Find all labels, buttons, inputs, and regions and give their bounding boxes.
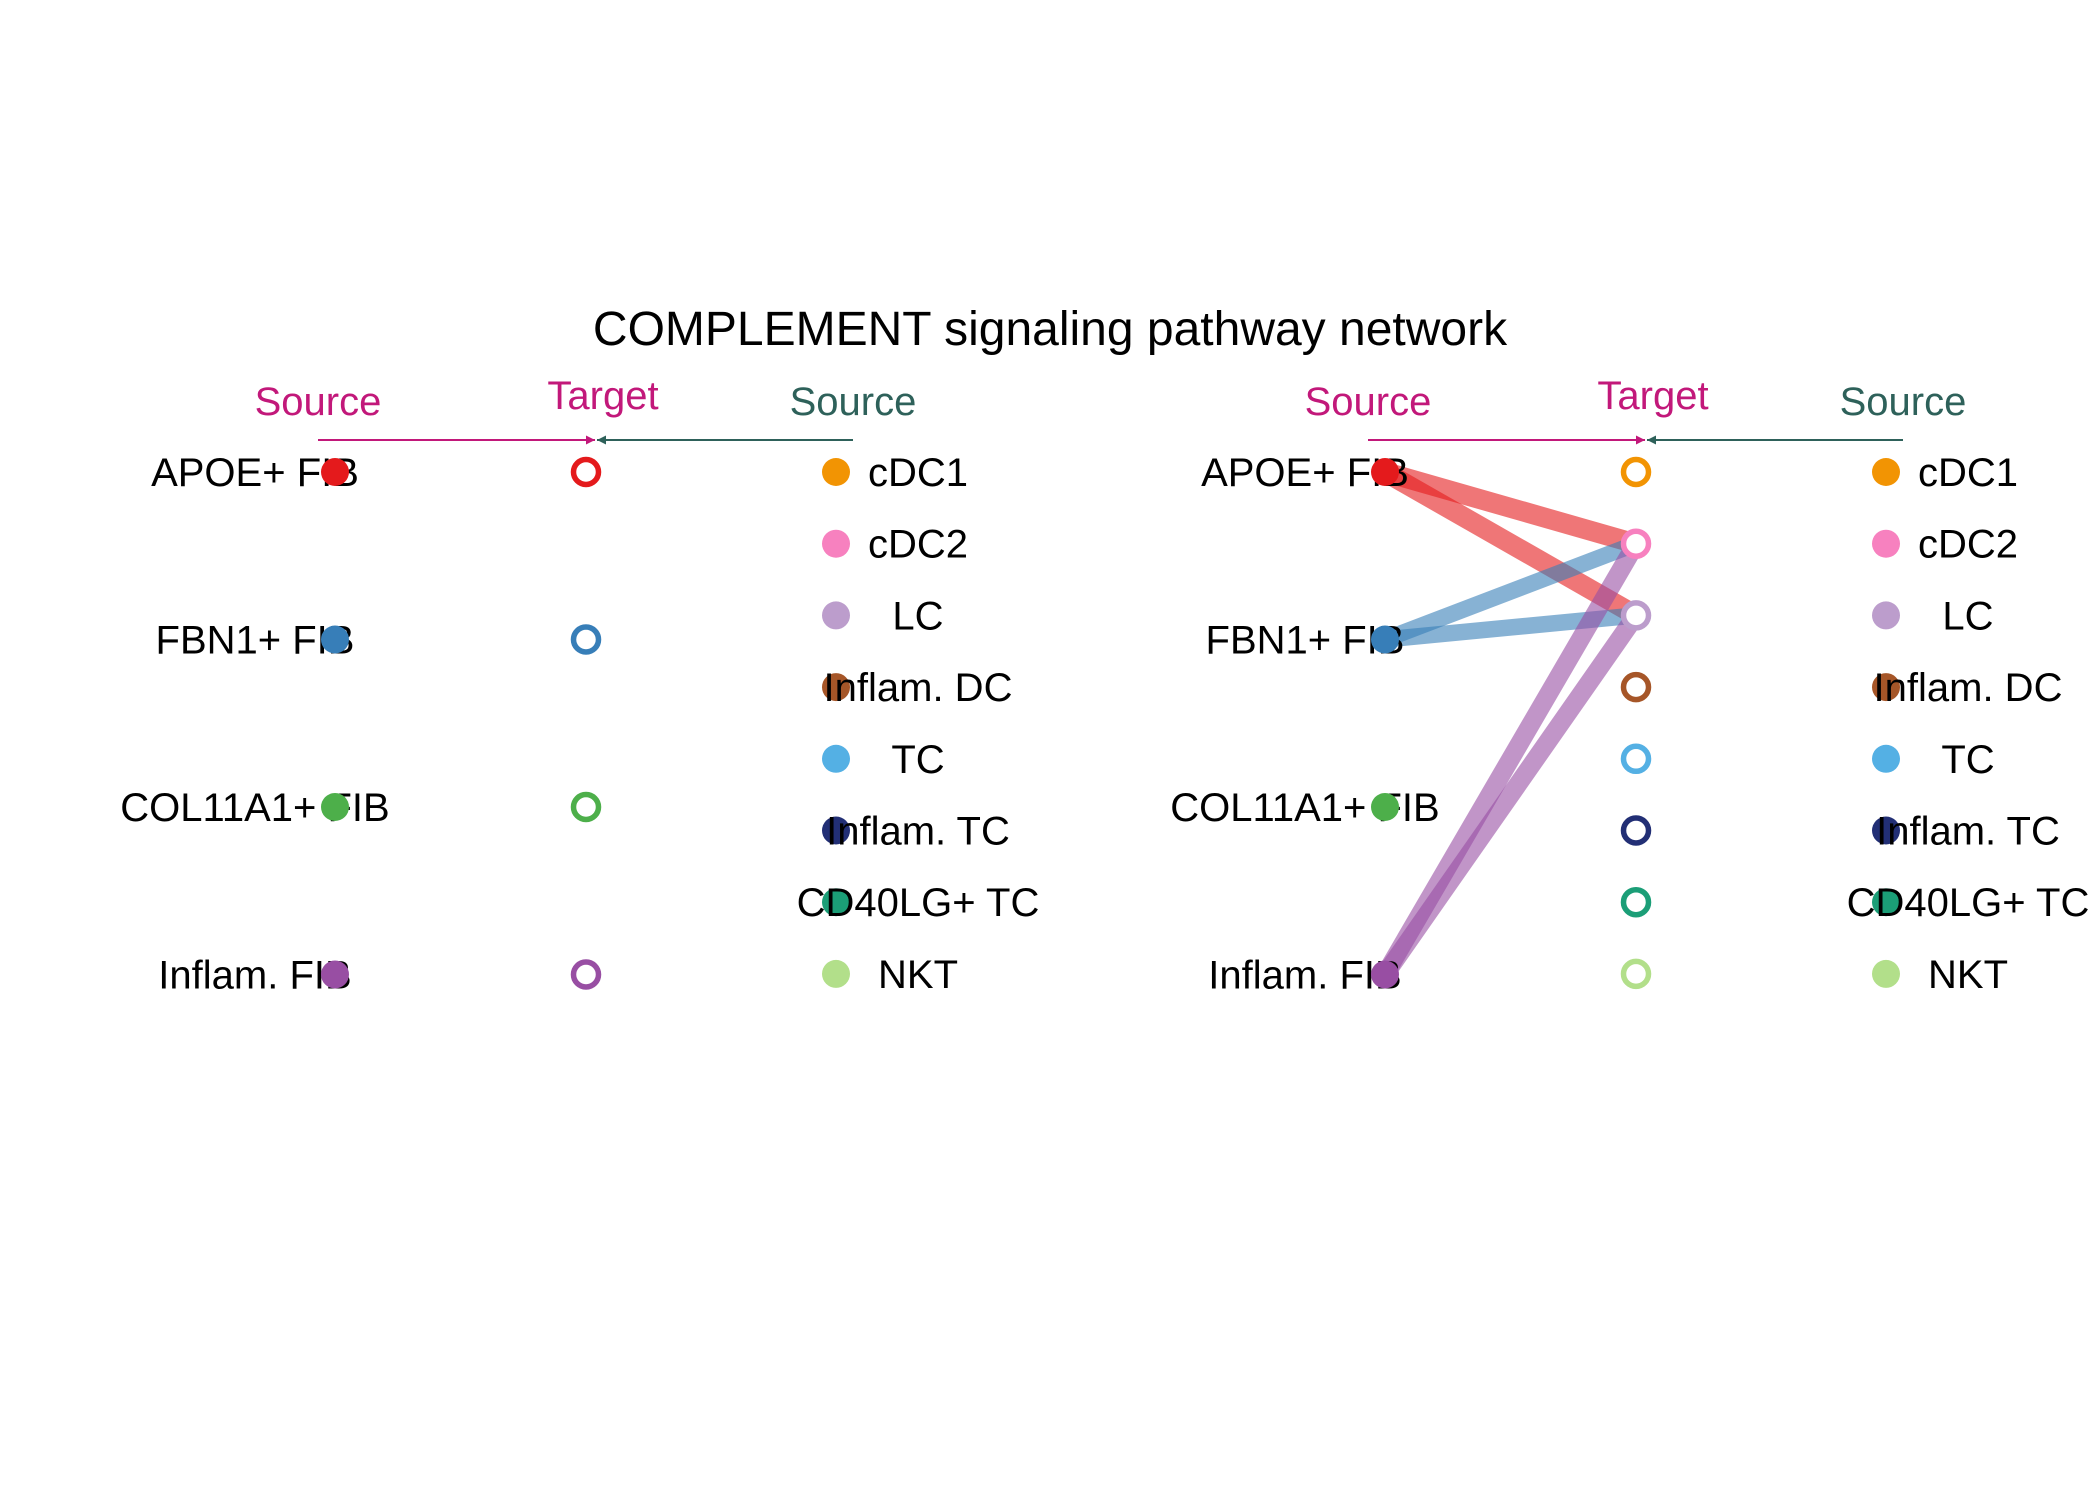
- source-label: Inflam. FIB: [158, 954, 351, 998]
- receiver-node: [822, 529, 850, 558]
- receiver-label: LC: [892, 594, 943, 638]
- figure-title: COMPLEMENT signaling pathway network: [593, 303, 1508, 356]
- receiver-node: [1872, 744, 1900, 773]
- receiver-label: cDC2: [868, 523, 968, 567]
- receiver-label: CD40LG+ TC: [1847, 881, 2090, 925]
- target-node: [1620, 600, 1652, 631]
- receiver-label: cDC1: [868, 451, 968, 495]
- receiver-node: [1872, 888, 1900, 917]
- header-target: Target: [547, 374, 658, 418]
- receiver-node: [822, 959, 850, 988]
- receiver-label: LC: [1942, 594, 1993, 638]
- target-node: [1620, 886, 1652, 918]
- receiver-node: [1872, 959, 1900, 988]
- receiver-label: TC: [891, 738, 944, 782]
- header-source-right: Source: [1840, 380, 1967, 424]
- receiver-label: CD40LG+ TC: [797, 881, 1040, 925]
- receiver-node: [1872, 673, 1900, 702]
- receiver-node: [822, 673, 850, 702]
- target-node: [570, 624, 602, 655]
- receiver-node: [1872, 529, 1900, 558]
- receiver-node: [822, 888, 850, 917]
- receiver-label: NKT: [1928, 953, 2008, 997]
- receiver-node: [822, 458, 850, 486]
- edge-fbn1-fib-to-cdc2: [1382, 535, 1639, 648]
- target-node: [570, 791, 602, 823]
- target-node: [570, 456, 602, 488]
- target-node: [1620, 528, 1652, 559]
- target-node: [1620, 671, 1652, 703]
- receiver-node: [822, 601, 850, 630]
- receiver-node: [822, 744, 850, 773]
- receiver-label: Inflam. TC: [1876, 810, 2060, 854]
- source-node: [1371, 625, 1399, 654]
- source-label: COL11A1+ FIB: [1170, 786, 1439, 830]
- receiver-label: cDC2: [1918, 523, 2018, 567]
- target-node: [1620, 958, 1652, 990]
- receiver-node: [1872, 816, 1900, 845]
- header-source-left: Source: [1305, 380, 1432, 424]
- source-label: COL11A1+ FIB: [120, 786, 389, 830]
- receiver-label: Inflam. DC: [1874, 666, 2063, 710]
- header-source-right: Source: [790, 380, 917, 424]
- edge-apoe-fib-to-cdc2: [1382, 462, 1639, 554]
- source-node: [1371, 458, 1399, 486]
- source-node: [1371, 960, 1399, 989]
- source-node: [321, 458, 349, 486]
- edges: [1376, 462, 1645, 980]
- header-target: Target: [1597, 374, 1708, 418]
- target-node: [1620, 743, 1652, 775]
- receiver-label: NKT: [878, 953, 958, 997]
- target-node: [1620, 456, 1652, 488]
- receiver-node: [1872, 601, 1900, 630]
- source-label: Inflam. FIB: [1208, 954, 1401, 998]
- source-node: [321, 793, 349, 821]
- target-node: [1620, 815, 1652, 846]
- receiver-label: TC: [1941, 738, 1994, 782]
- source-node: [321, 960, 349, 989]
- edge-inflam-fib-to-lc: [1377, 610, 1644, 980]
- header-source-left: Source: [255, 380, 382, 424]
- source-node: [321, 625, 349, 654]
- edge-apoe-fib-to-lc: [1380, 463, 1641, 625]
- receiver-label: cDC1: [1918, 451, 2018, 495]
- receiver-label: Inflam. DC: [824, 666, 1013, 710]
- target-node: [570, 959, 602, 990]
- receiver-label: Inflam. TC: [826, 810, 1010, 854]
- receiver-node: [822, 816, 850, 845]
- source-node: [1371, 793, 1399, 821]
- receiver-node: [1872, 458, 1900, 486]
